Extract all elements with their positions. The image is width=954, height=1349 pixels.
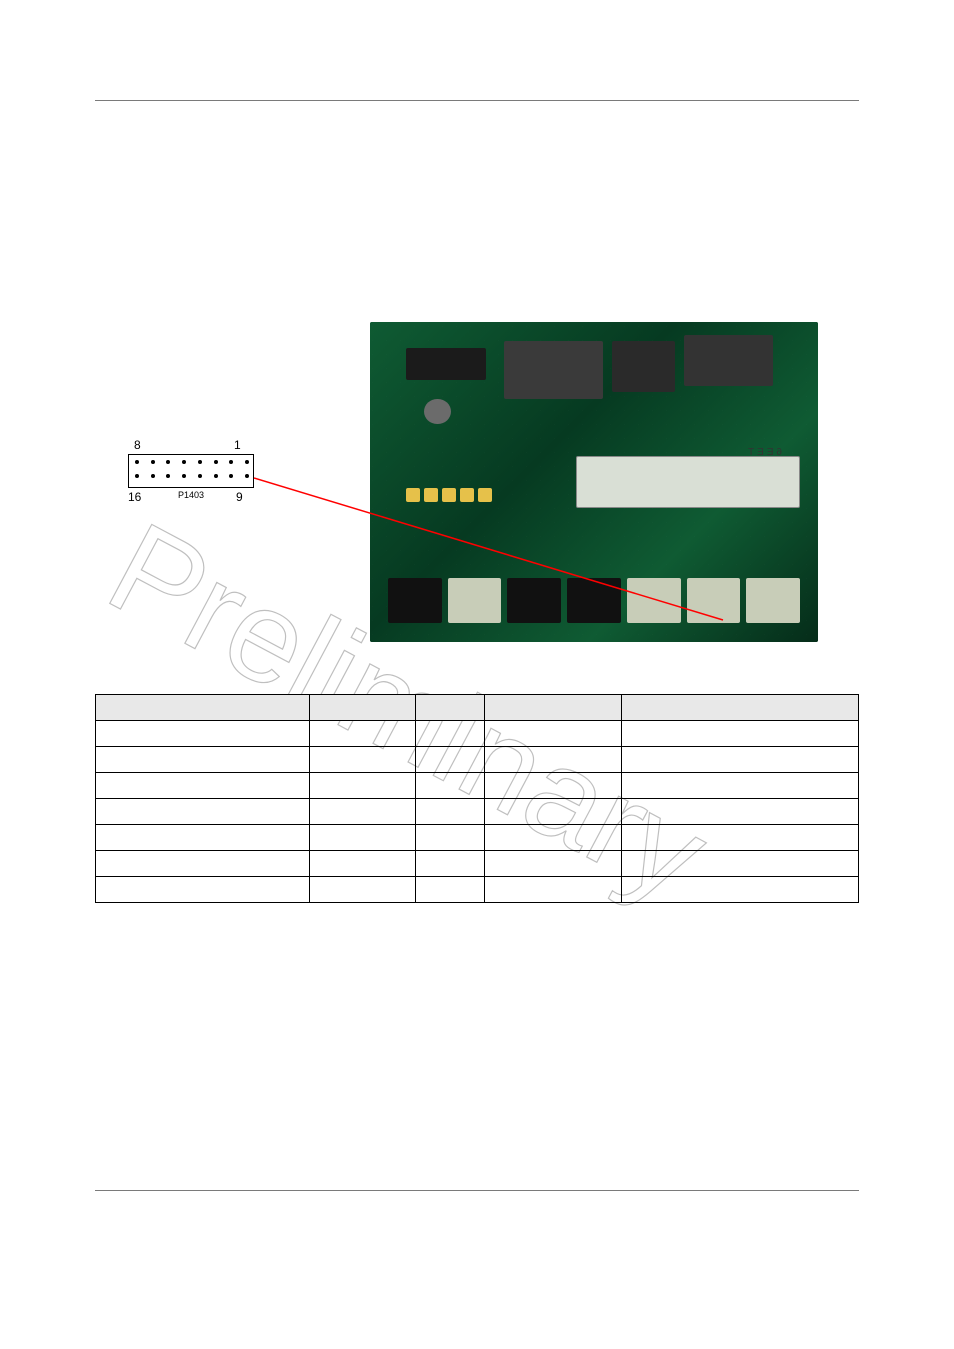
connector <box>388 578 442 623</box>
table-cell <box>416 851 485 877</box>
pin-label-16: 16 <box>128 490 141 504</box>
component <box>612 341 675 392</box>
top-rule <box>95 100 859 101</box>
table-cell <box>622 721 859 747</box>
connector <box>448 578 502 623</box>
pin-dot <box>229 474 233 478</box>
table-header-cell <box>485 695 622 721</box>
component <box>504 341 603 399</box>
table-cell <box>309 747 416 773</box>
table-header-row <box>96 695 859 721</box>
component <box>424 399 451 425</box>
connector <box>507 578 561 623</box>
table-row <box>96 799 859 825</box>
table-cell <box>96 825 310 851</box>
bottom-rule <box>95 1190 859 1191</box>
table-cell <box>622 773 859 799</box>
pin-row-top <box>135 460 249 470</box>
pcb: 6EET <box>370 322 818 642</box>
table-cell <box>416 747 485 773</box>
table-cell <box>309 721 416 747</box>
connector <box>746 578 800 623</box>
pin-dot <box>151 474 155 478</box>
connector <box>567 578 621 623</box>
table-header-cell <box>96 695 310 721</box>
table-cell <box>416 773 485 799</box>
table-header-cell <box>309 695 416 721</box>
table-row <box>96 851 859 877</box>
table-cell <box>416 799 485 825</box>
table-cell <box>416 825 485 851</box>
pin-dot <box>135 460 139 464</box>
board-photo: 6EET <box>370 322 818 642</box>
table-row <box>96 825 859 851</box>
table-cell <box>622 877 859 903</box>
pin-label-1: 1 <box>234 438 241 452</box>
table-cell <box>622 799 859 825</box>
table-cell <box>309 799 416 825</box>
table-cell <box>96 799 310 825</box>
table-row <box>96 721 859 747</box>
pin-header-refdes: P1403 <box>178 490 204 500</box>
pin-dot <box>198 460 202 464</box>
table-cell <box>485 773 622 799</box>
pin-dot <box>245 460 249 464</box>
table-row <box>96 747 859 773</box>
table-cell <box>96 721 310 747</box>
pinout-table <box>95 694 859 903</box>
pin-dot <box>214 460 218 464</box>
table-cell <box>96 773 310 799</box>
pin-row-bottom <box>135 474 249 484</box>
table-cell <box>485 851 622 877</box>
table-row <box>96 773 859 799</box>
pin-dot <box>151 460 155 464</box>
bottom-connectors <box>388 578 800 623</box>
table-cell <box>309 825 416 851</box>
component <box>684 335 774 386</box>
table-cell <box>416 877 485 903</box>
card-slot <box>576 456 800 507</box>
connector <box>627 578 681 623</box>
table-cell <box>96 877 310 903</box>
pin-dot <box>229 460 233 464</box>
pin-label-8: 8 <box>134 438 141 452</box>
pin-label-9: 9 <box>236 490 243 504</box>
table-row <box>96 877 859 903</box>
table-cell <box>309 877 416 903</box>
pin-dot <box>245 474 249 478</box>
pin-dot <box>182 474 186 478</box>
pin-dot <box>135 474 139 478</box>
table-header-cell <box>416 695 485 721</box>
table-cell <box>622 825 859 851</box>
table-header-cell <box>622 695 859 721</box>
board-marking: 6EET <box>745 447 782 458</box>
component-group <box>406 488 531 520</box>
pin-dot <box>166 460 170 464</box>
pin-dot <box>166 474 170 478</box>
table-cell <box>309 773 416 799</box>
table-cell <box>622 747 859 773</box>
pin-dot <box>182 460 186 464</box>
pin-header-body <box>128 454 254 488</box>
table-cell <box>96 851 310 877</box>
table-cell <box>485 825 622 851</box>
table-cell <box>485 877 622 903</box>
table-body <box>96 721 859 903</box>
table-cell <box>485 747 622 773</box>
table-cell <box>96 747 310 773</box>
pin-dot <box>198 474 202 478</box>
page: Preliminary 8 1 16 9 P1403 6EET <box>0 0 954 1349</box>
connector <box>687 578 741 623</box>
component <box>406 348 487 380</box>
table-cell <box>416 721 485 747</box>
table-cell <box>309 851 416 877</box>
table <box>95 694 859 903</box>
table-cell <box>622 851 859 877</box>
pin-dot <box>214 474 218 478</box>
table-cell <box>485 799 622 825</box>
table-cell <box>485 721 622 747</box>
